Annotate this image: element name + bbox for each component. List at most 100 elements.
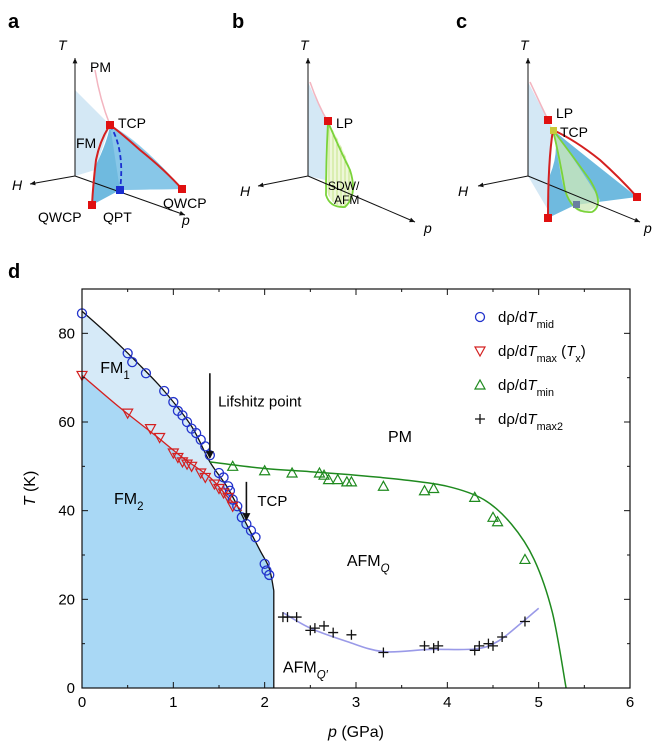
legend-marker-2	[473, 378, 487, 390]
panel-d-letter: d	[8, 261, 20, 283]
y-tick-label: 80	[58, 325, 75, 342]
panel-b: b T H p LP SDW/ AFM	[232, 11, 432, 236]
series-3-point	[282, 612, 293, 623]
x-tick-label: 0	[78, 694, 86, 711]
y-tick-label: 0	[67, 680, 75, 697]
series-3-point	[433, 640, 444, 651]
series-3-point	[488, 640, 498, 651]
panel-c: c T H p LP TCP	[456, 11, 652, 236]
series-3-point	[419, 640, 430, 651]
series-0-point	[250, 532, 261, 543]
panel-a-tcp-point	[106, 121, 114, 129]
panel-a-qwcp-left-label: QWCP	[38, 209, 82, 225]
series-1-point	[185, 461, 198, 473]
panel-c-red-line-left	[547, 129, 554, 219]
y-tick-label: 60	[58, 414, 75, 431]
tcp-label: TCP	[257, 493, 287, 510]
series-2-point	[486, 511, 500, 522]
panel-b-sdw-label-1: SDW/	[328, 179, 360, 193]
series-3-point	[378, 647, 389, 658]
panel-a-axis-H	[29, 175, 76, 186]
panel-c-lp-label: LP	[556, 105, 573, 121]
panel-b-lp-point	[324, 117, 332, 125]
series-3-point	[474, 640, 485, 651]
afmq-label: AFMQ	[347, 553, 390, 575]
legend-entry-0: dρ/dTmid	[498, 309, 554, 331]
panel-a-H-label: H	[12, 177, 23, 193]
series-0-point	[122, 348, 133, 359]
panel-b-green-outline	[325, 121, 354, 208]
series-3-point	[497, 632, 508, 643]
panel-c-green-outline	[552, 129, 599, 213]
panel-c-axis-H	[477, 175, 529, 188]
series-2-point	[258, 464, 271, 476]
series-2-point	[418, 484, 431, 496]
series-1-point	[181, 459, 194, 471]
series-2-point	[226, 460, 239, 471]
panel-a-red-wing-left	[91, 124, 111, 206]
x-tick-label: 2	[260, 694, 268, 711]
panel-a-sheet-light	[110, 125, 182, 190]
series-0-point	[127, 356, 138, 368]
panel-a-p-label: p	[181, 212, 190, 228]
panel-b-axis-p	[307, 175, 416, 223]
panel-a: a T H p PM FM TCP QWCP QPT QWCP	[8, 11, 207, 228]
fm1-label: FM1	[100, 360, 130, 382]
x-tick-label: 1	[169, 694, 177, 711]
series-2-point	[286, 466, 299, 478]
afm-boundary-curve	[282, 607, 540, 653]
panel-c-bottom-left-point	[544, 214, 552, 222]
plot-labels: FM1 FM2 PM AFMQ AFMQ′ Lifshitz point TCP	[100, 360, 412, 681]
series-0-point	[224, 485, 236, 496]
panel-a-dashed-line	[109, 124, 123, 191]
series-2-point	[468, 491, 481, 502]
series-1-point	[226, 501, 239, 513]
panel-c-green-region	[553, 130, 600, 212]
panel-a-tcp-label: TCP	[118, 115, 146, 131]
panel-a-letter: a	[8, 11, 20, 33]
panel-c-lp-point	[544, 116, 552, 124]
panel-a-pm-label: PM	[90, 59, 111, 75]
panel-a-T-label: T	[58, 37, 68, 53]
series-0-point	[218, 472, 229, 483]
y-tick-label: 20	[58, 591, 75, 608]
series-2-point	[318, 468, 331, 480]
panel-a-qwcp-right-point	[178, 185, 186, 193]
series-3-point	[469, 645, 480, 656]
series-0-point	[259, 558, 270, 570]
series-3-point	[328, 627, 339, 638]
y-axis-label: T (K)	[22, 471, 39, 507]
series-2-point	[427, 482, 440, 494]
panel-c-letter: c	[456, 11, 467, 33]
data-points	[75, 308, 531, 658]
panel-a-fm-wall	[75, 90, 110, 176]
panel-c-mid-point	[573, 201, 580, 208]
panel-a-red-wing-right	[109, 124, 183, 190]
x-tick-label: 5	[534, 694, 542, 711]
panel-c-bottom-right-point	[633, 193, 641, 201]
series-1-point	[153, 432, 166, 444]
panel-b-sdw-label-2: AFM	[334, 193, 359, 207]
panel-b-axis-H	[257, 175, 309, 188]
series-3-point	[291, 612, 302, 623]
series-1-point	[176, 457, 189, 469]
panel-a-pink-line	[94, 69, 111, 126]
series-0-point	[264, 569, 275, 581]
panel-b-p-label: p	[423, 220, 432, 236]
x-tick-label: 4	[443, 694, 451, 711]
panel-c-T-label: T	[520, 37, 530, 53]
series-2-point	[377, 480, 390, 491]
legend-entry-1: dρ/dTmax (Tx)	[498, 343, 586, 365]
legend-marker-0	[474, 311, 486, 323]
series-2-point	[331, 473, 344, 485]
panel-a-qwcp-left-point	[88, 201, 96, 209]
pm-boundary-curve	[209, 461, 567, 689]
panel-c-axis-p	[527, 175, 641, 223]
panel-b-H-label: H	[240, 183, 251, 199]
series-3-point	[483, 638, 494, 649]
series-2-point	[345, 475, 358, 487]
series-0-point	[159, 385, 170, 397]
series-3-point	[319, 620, 330, 631]
series-3-point	[309, 623, 320, 634]
